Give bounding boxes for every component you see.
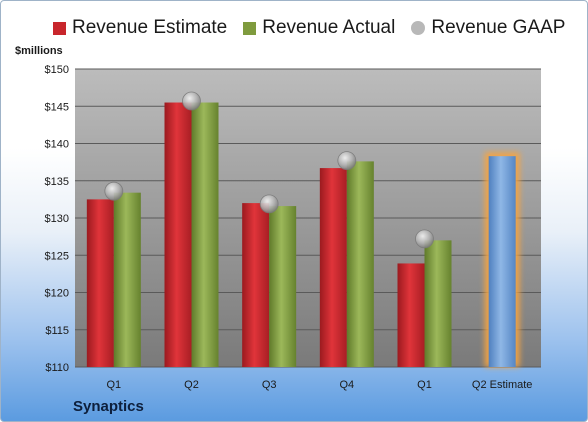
bar-revenue-estimate <box>86 199 114 367</box>
legend-label-gaap: Revenue GAAP <box>431 17 566 38</box>
marker-revenue-gaap <box>182 91 201 111</box>
legend-swatch-estimate <box>53 21 66 35</box>
marker-revenue-gaap <box>337 151 357 171</box>
x-tick-label: Q2 <box>184 379 199 391</box>
bar-revenue-estimate <box>242 203 270 367</box>
bar-revenue-estimate-highlight <box>488 156 516 367</box>
company-name: Synaptics <box>73 398 144 415</box>
y-axis-unit-label: $millions <box>15 45 63 57</box>
bar-revenue-actual <box>269 206 297 367</box>
legend-label-actual: Revenue Actual <box>262 17 396 38</box>
x-axis-ticks: Q1 Q2 Q3 Q4 Q1 Q2 Estimate <box>106 379 532 391</box>
y-tick-label: $150 <box>45 64 69 76</box>
legend-item-gaap: Revenue GAAP <box>411 17 565 39</box>
bar-revenue-estimate <box>319 168 347 367</box>
bar-revenue-actual <box>346 161 374 367</box>
legend-label-estimate: Revenue Estimate <box>72 17 228 38</box>
bar-revenue-actual <box>191 102 219 368</box>
marker-revenue-gaap <box>259 194 279 214</box>
bar-revenue-estimate <box>164 102 192 368</box>
gaap-markers <box>104 91 434 249</box>
y-axis-ticks: $110 $115 $120 $125 $130 $135 $140 $145 $150 <box>45 64 69 374</box>
gridlines <box>75 68 541 368</box>
x-tick-label: Q1 <box>417 379 432 391</box>
bar-revenue-actual <box>424 240 452 367</box>
y-tick-label: $130 <box>45 213 69 225</box>
legend-item-estimate: Revenue Estimate <box>53 17 227 39</box>
legend-swatch-gaap <box>411 21 426 35</box>
legend-item-actual: Revenue Actual <box>243 17 395 39</box>
y-tick-label: $140 <box>45 139 69 151</box>
marker-revenue-gaap <box>415 229 434 249</box>
bar-revenue-actual <box>113 192 141 367</box>
y-tick-label: $120 <box>45 288 69 300</box>
y-tick-label: $125 <box>45 250 69 262</box>
bar-revenue-estimate <box>397 263 425 367</box>
x-tick-label: Q2 Estimate <box>472 379 533 391</box>
x-tick-label: Q3 <box>262 379 277 391</box>
x-tick-label: Q4 <box>339 379 354 391</box>
y-tick-label: $135 <box>45 176 69 188</box>
x-tick-label: Q1 <box>106 379 121 391</box>
y-tick-label: $115 <box>45 325 69 337</box>
chart-legend: Revenue Estimate Revenue Actual Revenue … <box>53 17 565 39</box>
bars <box>86 102 520 368</box>
legend-swatch-actual <box>243 21 257 35</box>
y-tick-label: $110 <box>45 362 69 374</box>
marker-revenue-gaap <box>104 181 124 201</box>
y-tick-label: $145 <box>45 101 69 113</box>
